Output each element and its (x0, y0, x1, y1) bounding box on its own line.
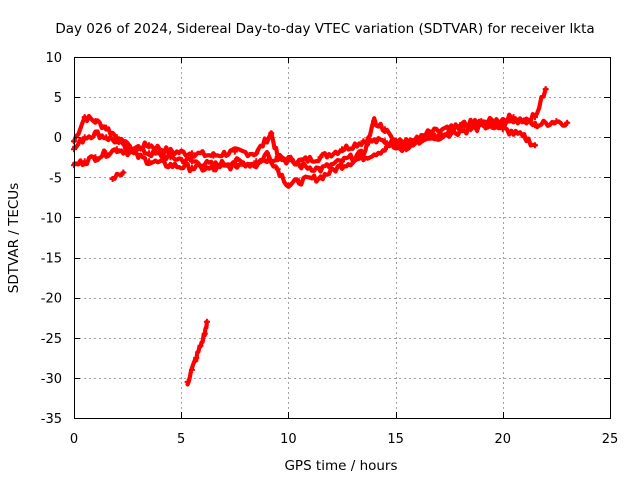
data-point (81, 158, 88, 165)
data-point (456, 122, 463, 129)
data-point (81, 134, 88, 141)
series-line (71, 87, 548, 189)
data-point (231, 148, 238, 155)
data-point (435, 134, 442, 141)
data-point (510, 118, 517, 125)
data-point (146, 150, 153, 157)
data-point (381, 126, 388, 133)
data-point (203, 318, 210, 325)
data-point (109, 175, 116, 182)
data-point (274, 166, 281, 173)
data-point (381, 146, 388, 153)
data-point (268, 130, 275, 137)
grid (74, 57, 610, 418)
data-point (81, 114, 88, 121)
data-point (184, 378, 191, 385)
y-tick-label: -15 (41, 252, 62, 267)
data-point (542, 86, 549, 93)
data-point (531, 142, 538, 149)
data-point (478, 118, 485, 125)
data-point (188, 366, 195, 373)
y-tick-label: -5 (49, 171, 62, 186)
data-point (531, 114, 538, 121)
data-point (253, 158, 260, 165)
data-series (71, 86, 571, 387)
data-point (103, 124, 110, 131)
data-point (197, 342, 204, 349)
series-track-e (184, 318, 210, 387)
data-point (531, 122, 538, 129)
y-tick-labels: -35 -30 -25 -20 -15 -10 -5 0 5 10 (41, 51, 62, 427)
data-point (124, 142, 131, 149)
data-point (339, 158, 345, 165)
y-tick-label: -25 (41, 332, 62, 347)
x-axis-label: GPS time / hours (284, 458, 397, 474)
data-point (317, 174, 324, 181)
data-point (553, 118, 560, 125)
plot-frame (74, 57, 611, 419)
data-point (124, 148, 131, 155)
x-tick-label: 0 (70, 432, 78, 447)
y-tick-label: 0 (54, 131, 62, 146)
data-point (92, 118, 99, 125)
data-point (92, 130, 99, 137)
data-point (210, 166, 217, 173)
data-point (167, 162, 174, 169)
data-point (296, 162, 303, 169)
y-tick-label: 5 (54, 91, 62, 106)
data-point (317, 166, 324, 173)
data-point (103, 150, 110, 157)
data-point (231, 162, 238, 169)
series-line (71, 116, 538, 174)
data-point (360, 150, 367, 157)
series-track-d (109, 169, 127, 182)
data-point (92, 154, 99, 161)
x-tick-labels: 0 5 10 15 20 25 (70, 432, 618, 447)
y-tick-label: -20 (41, 292, 62, 307)
data-point (499, 126, 506, 133)
data-point (193, 354, 200, 361)
data-point (285, 182, 292, 189)
data-point (381, 138, 388, 145)
data-point (564, 119, 571, 126)
data-point (188, 164, 195, 171)
data-point (201, 330, 208, 337)
data-point (371, 118, 378, 125)
data-point (467, 126, 474, 133)
x-tick-label: 5 (177, 432, 185, 447)
data-point (113, 138, 120, 145)
series-track-b (71, 86, 549, 189)
data-point (296, 178, 303, 185)
x-tick-label: 10 (280, 432, 297, 447)
data-point (253, 150, 260, 157)
data-point (113, 146, 120, 153)
data-point (103, 134, 110, 141)
y-tick-label: 10 (45, 51, 62, 66)
tick-marks (74, 57, 611, 419)
data-point (414, 138, 421, 145)
data-point (120, 169, 127, 176)
data-point (146, 158, 153, 165)
data-point (188, 150, 195, 157)
y-tick-label: -35 (41, 412, 62, 427)
data-point (392, 142, 399, 149)
x-tick-label: 20 (495, 432, 512, 447)
data-point (146, 142, 153, 149)
data-point (317, 154, 324, 161)
data-point (339, 146, 345, 153)
x-tick-label: 15 (387, 432, 404, 447)
x-tick-label: 25 (602, 432, 619, 447)
data-point (210, 152, 217, 159)
series-track-c (71, 116, 538, 174)
data-point (521, 134, 528, 141)
data-point (167, 154, 174, 161)
chart-title: Day 026 of 2024, Sidereal Day-to-day VTE… (55, 21, 594, 37)
data-point (188, 158, 195, 165)
y-tick-label: -30 (41, 372, 62, 387)
data-point (263, 150, 270, 157)
data-point (274, 154, 281, 161)
y-tick-label: -10 (41, 211, 62, 226)
y-axis-label: SDTVAR / TECUs (6, 183, 22, 293)
